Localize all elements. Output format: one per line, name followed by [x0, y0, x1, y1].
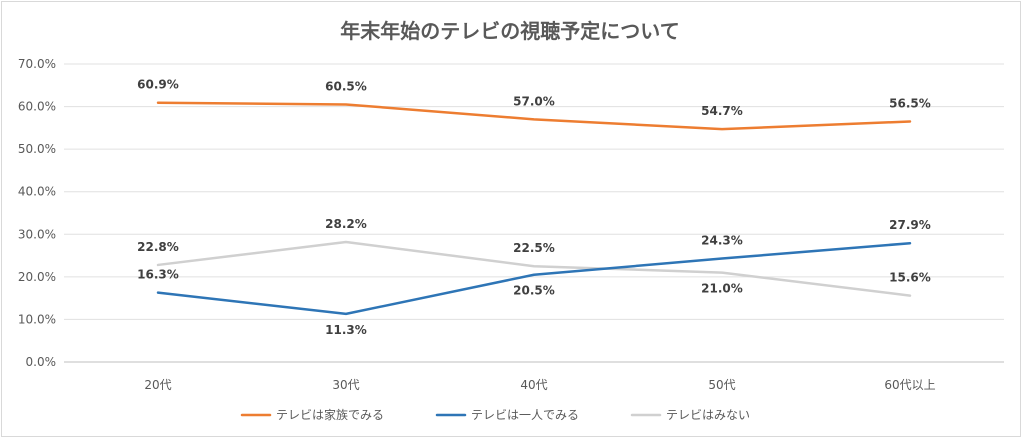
- chart-title: 年末年始のテレビの視聴予定について: [340, 19, 679, 43]
- series-line: [156, 240, 912, 297]
- data-label: 21.0%: [701, 282, 743, 296]
- x-tick-label: 40代: [520, 378, 547, 392]
- legend-label: テレビはみない: [666, 408, 750, 422]
- legend-label: テレビは一人でみる: [471, 408, 579, 422]
- data-label: 11.3%: [325, 323, 367, 337]
- y-tick-label: 30.0%: [18, 227, 56, 241]
- data-label: 54.7%: [701, 104, 743, 118]
- series-line: [156, 241, 912, 316]
- data-label: 28.2%: [325, 217, 367, 231]
- data-label: 24.3%: [701, 234, 743, 248]
- data-label: 56.5%: [889, 96, 931, 110]
- data-label: 20.5%: [513, 284, 555, 298]
- data-label: 60.9%: [137, 78, 179, 92]
- data-label: 57.0%: [513, 94, 555, 108]
- data-label: 15.6%: [889, 271, 931, 285]
- y-tick-label: 0.0%: [26, 355, 57, 369]
- y-tick-label: 20.0%: [18, 270, 56, 284]
- x-tick-label: 20代: [144, 378, 171, 392]
- data-label: 60.5%: [325, 79, 367, 93]
- legend-label: テレビは家族でみる: [276, 407, 384, 422]
- x-tick-label: 60代以上: [884, 378, 935, 392]
- x-tick-label: 30代: [332, 378, 359, 392]
- y-tick-label: 60.0%: [18, 100, 56, 114]
- x-tick-label: 50代: [708, 378, 735, 392]
- y-tick-label: 40.0%: [18, 185, 56, 199]
- data-label: 22.8%: [137, 240, 179, 254]
- data-label: 22.5%: [513, 241, 555, 255]
- y-tick-label: 70.0%: [18, 57, 56, 71]
- y-tick-label: 10.0%: [18, 312, 56, 326]
- data-label: 27.9%: [889, 218, 931, 232]
- y-tick-label: 50.0%: [18, 142, 56, 156]
- series-line: [156, 101, 912, 131]
- data-label: 16.3%: [137, 268, 179, 282]
